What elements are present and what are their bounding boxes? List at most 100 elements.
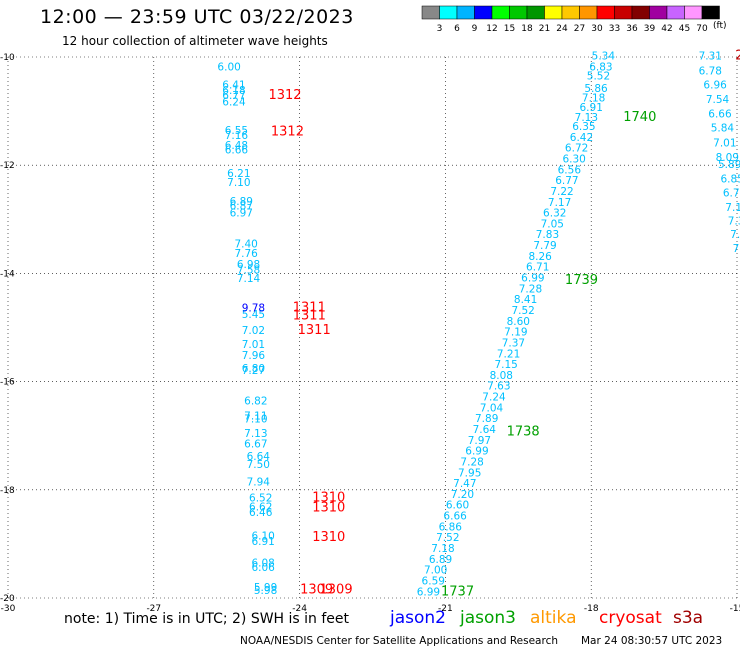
wave-height-value: 6.78 — [699, 65, 722, 77]
wave-height-value: 6.66 — [225, 144, 249, 156]
wave-height-value: 7.22 — [550, 186, 573, 198]
wave-height-value: 6.21 — [227, 168, 250, 180]
wave-height-value: 6.06 — [251, 562, 275, 574]
x-tick-label: -24 — [292, 604, 307, 614]
wave-height-value: 6.18 — [222, 85, 245, 97]
pass-number-label: 1737 — [441, 584, 474, 599]
pass-number-label: 1311 — [293, 300, 326, 315]
wave-height-value: 5.45 — [242, 309, 265, 321]
wave-height-value: 7.15 — [494, 359, 517, 371]
colorbar-label: 18 — [521, 24, 533, 34]
colorbar-label: 3 — [437, 24, 443, 34]
wave-height-value: 6.91 — [580, 102, 603, 114]
wave-height-value: 6.56 — [558, 164, 582, 176]
wave-height-value: 6.83 — [589, 62, 612, 74]
wave-height-value: 5.34 — [592, 51, 616, 63]
wave-height-value: 6.67 — [244, 439, 267, 451]
wave-height-value: 6.99 — [521, 273, 544, 285]
wave-height-value: 7.50 — [247, 459, 270, 471]
wave-height-value: 7.31 — [728, 216, 740, 228]
wave-height-value: 7.27 — [242, 365, 265, 377]
wave-height-value: 7.18 — [582, 92, 605, 104]
wave-height-value: 6.72 — [565, 143, 588, 155]
wave-height-value: 6.89 — [429, 554, 452, 566]
wave-height-value: 7.18 — [431, 543, 454, 555]
color-scale-legend: 3 6 9 12 15 18 21 24 27 30 33 36 39 42 45 70 — [421, 5, 720, 34]
wave-height-value: 6.52 — [249, 493, 272, 505]
wave-height-value: 7.52 — [511, 305, 534, 317]
colorbar-label: 45 — [679, 24, 690, 34]
y-tick-label: -16 — [0, 378, 15, 388]
footer-note: note: 1) Time is in UTC; 2) SWH is in fe… — [64, 611, 350, 627]
x-tick-label: -30 — [1, 604, 16, 614]
wave-height-value: 7.10 — [227, 177, 250, 189]
x-tick-label: -27 — [146, 604, 161, 614]
pass-number-label: 1309 — [320, 583, 353, 598]
wave-height-value: 7.76 — [234, 248, 258, 260]
footer-timestamp: Mar 24 08:30:57 UTC 2023 — [581, 635, 723, 647]
wave-height-value: 6.08 — [251, 558, 274, 570]
wave-height-value: 6.66 — [443, 511, 467, 523]
wave-height-value: 6.99 — [465, 446, 488, 458]
wave-height-value: 7.16 — [725, 202, 740, 214]
wave-height-value: 6.42 — [570, 132, 593, 144]
wave-height-value: 7.37 — [502, 337, 525, 349]
wave-height-value: 6.66 — [708, 109, 732, 121]
wave-height-value: 6.97 — [230, 208, 253, 220]
wave-height-value: 6.10 — [251, 531, 274, 543]
wave-height-value: 7.64 — [473, 424, 497, 436]
pass-number-label: 2 — [735, 49, 740, 64]
wave-height-value: 6.74 — [723, 188, 740, 200]
wave-height-value: 8.08 — [490, 370, 513, 382]
wave-height-value: 7.89 — [475, 413, 498, 425]
wave-height-value: 7.16 — [225, 130, 249, 142]
wave-height-value: 8.26 — [528, 251, 552, 263]
x-tick-label: -21 — [438, 604, 453, 614]
wave-height-value: 5.99 — [254, 582, 277, 594]
wave-height-value: 6.60 — [446, 500, 469, 512]
wave-height-value: 6.59 — [422, 575, 445, 587]
wave-height-value: 7.54 — [706, 94, 730, 106]
wave-height-value: 7.31 — [699, 51, 722, 63]
wave-height-value: 5.52 — [587, 71, 610, 83]
wave-height-value: 7.63 — [487, 381, 510, 393]
wave-height-value: 6.77 — [555, 175, 578, 187]
wave-height-value: 6.00 — [217, 62, 240, 74]
wave-height-value: 6.64 — [247, 451, 271, 463]
colorbar-label: 6 — [454, 24, 460, 34]
colorbar-label: 9 — [472, 24, 478, 34]
x-tick-label: -15 — [730, 604, 740, 614]
colorbar-label: 15 — [504, 24, 515, 34]
y-tick-label: -10 — [0, 53, 15, 63]
legend-jason2: jason2 — [390, 608, 446, 628]
wave-height-value: 7.04 — [480, 402, 504, 414]
chart-title: 12:00 — 23:59 UTC 03/22/2023 — [40, 6, 354, 28]
y-tick-label: -14 — [0, 269, 15, 279]
wave-height-value: 6.89 — [230, 196, 253, 208]
wave-height-value: 7.01 — [713, 137, 736, 149]
colorbar-label: 36 — [626, 24, 638, 34]
wave-height-value: 6.24 — [222, 97, 246, 109]
y-tick-label: -12 — [0, 161, 15, 171]
y-tick-label: -20 — [0, 594, 15, 604]
colorbar-label: 70 — [696, 24, 708, 34]
wave-height-value: 7.21 — [497, 348, 520, 360]
pass-number-label: 1312 — [268, 88, 301, 103]
wave-height-value: 7.10 — [244, 414, 267, 426]
x-tick-label: -18 — [584, 604, 599, 614]
legend-jason3: jason3 — [460, 608, 516, 628]
wave-height-value: 8.09 — [716, 152, 739, 164]
chart-subtitle: 12 hour collection of altimeter wave hei… — [62, 34, 328, 48]
wave-height-value: 6.96 — [703, 79, 727, 91]
pass-number-label: 1309 — [300, 583, 333, 598]
wave-height-value: 6.91 — [251, 536, 274, 548]
wave-height-value: 6.77 — [222, 90, 245, 102]
legend-altika: altika — [530, 608, 577, 628]
pass-number-label: 1312 — [271, 124, 304, 139]
pass-number-label: 1310 — [312, 491, 345, 506]
wave-height-value: 7.17 — [548, 197, 571, 209]
wave-height-value: 8.60 — [507, 316, 530, 328]
wave-height-value: 7.58 — [237, 264, 260, 276]
wave-height-value: 7.19 — [504, 327, 527, 339]
